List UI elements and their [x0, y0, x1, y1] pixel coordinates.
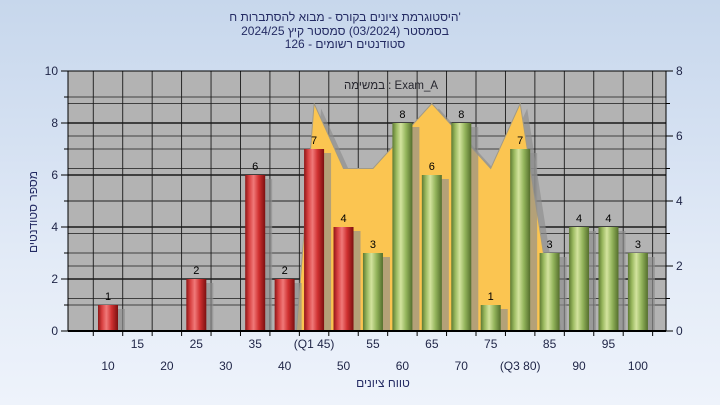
chart-title: 'היסטוגרמת ציונים בקורס - מבוא להסתברות …	[120, 10, 570, 52]
svg-text:10: 10	[45, 64, 59, 78]
svg-text:8: 8	[458, 109, 464, 121]
svg-text:(Q3 80): (Q3 80)	[500, 359, 541, 373]
svg-text:4: 4	[576, 213, 582, 225]
svg-text:10: 10	[101, 359, 115, 373]
svg-text:85: 85	[543, 337, 557, 351]
svg-text:3: 3	[370, 239, 376, 251]
svg-text:6: 6	[429, 161, 435, 173]
svg-text:0: 0	[51, 324, 58, 338]
legend-label: במשימה : Exam_A	[343, 80, 439, 92]
svg-text:60: 60	[396, 359, 410, 373]
chart-title-line1: 'היסטוגרמת ציונים בקורס - מבוא להסתברות …	[229, 10, 461, 24]
chart-title-line3: סטודנטים רשומים - 126	[284, 37, 406, 51]
svg-text:6: 6	[676, 129, 683, 143]
svg-text:20: 20	[160, 359, 174, 373]
svg-text:4: 4	[676, 194, 683, 208]
svg-text:30: 30	[219, 359, 233, 373]
svg-text:2: 2	[193, 265, 199, 277]
svg-text:2: 2	[676, 259, 683, 273]
x-axis-title: טווח ציונים	[356, 376, 410, 390]
svg-text:1: 1	[105, 291, 111, 303]
svg-text:4: 4	[51, 220, 58, 234]
svg-text:(Q1 45): (Q1 45)	[294, 337, 335, 351]
svg-text:8: 8	[676, 64, 683, 78]
svg-text:70: 70	[455, 359, 469, 373]
svg-text:35: 35	[249, 337, 263, 351]
svg-text:6: 6	[51, 168, 58, 182]
svg-text:65: 65	[425, 337, 439, 351]
svg-text:100: 100	[628, 359, 648, 373]
svg-text:0: 0	[676, 324, 683, 338]
svg-text:55: 55	[366, 337, 380, 351]
svg-text:15: 15	[131, 337, 145, 351]
svg-text:75: 75	[484, 337, 498, 351]
svg-text:4: 4	[340, 213, 346, 225]
svg-text:8: 8	[399, 109, 405, 121]
svg-text:95: 95	[602, 337, 616, 351]
svg-text:1: 1	[488, 291, 494, 303]
svg-text:7: 7	[311, 135, 317, 147]
svg-text:8: 8	[51, 116, 58, 130]
svg-text:6: 6	[252, 161, 258, 173]
chart-title-line2: בסמסטר (03/2024) סמסטר קיץ 2024/25	[241, 23, 449, 38]
svg-text:50: 50	[337, 359, 351, 373]
svg-text:40: 40	[278, 359, 292, 373]
y-axis-title: מספר סטודנטים	[26, 170, 40, 254]
svg-text:4: 4	[605, 213, 611, 225]
svg-text:3: 3	[635, 239, 641, 251]
svg-text:25: 25	[190, 337, 204, 351]
svg-text:90: 90	[572, 359, 586, 373]
svg-text:2: 2	[282, 265, 288, 277]
histogram-plot-area: 1 2 6 2 7 4 3 8 6 8 1 7 3 4 4 3 0 2 4 6 8 10 0 2 4 6 8 10 15 20 25 30 35…	[45, 64, 683, 373]
svg-text:7: 7	[517, 135, 523, 147]
svg-text:2: 2	[51, 272, 58, 286]
svg-text:3: 3	[547, 239, 553, 251]
